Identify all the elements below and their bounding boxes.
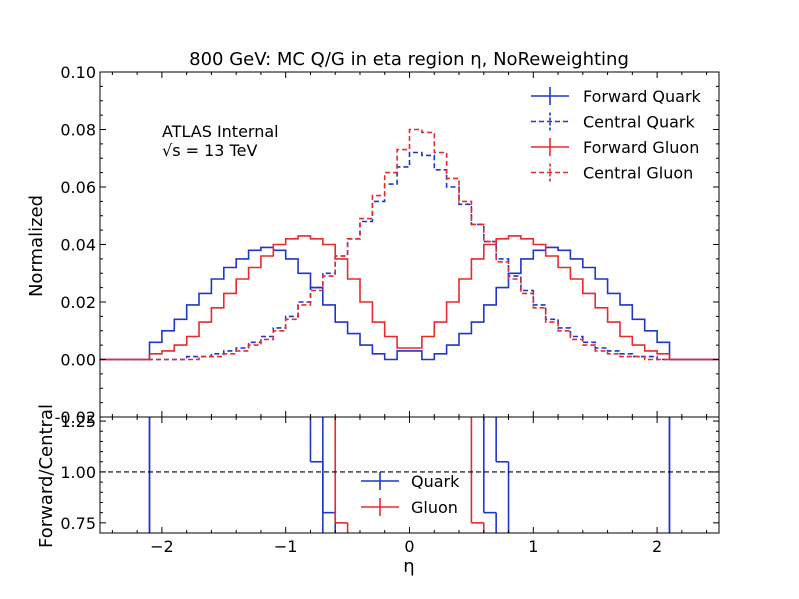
top-legend: Forward Quark Central Quark Forward Gluon C… (531, 87, 702, 183)
bottom-legend: Quark Gluon (361, 472, 460, 517)
series-forward-quark-line (100, 246, 719, 361)
atlas-label: ATLAS Internal (162, 122, 279, 141)
bottom-legend-label: Quark (411, 472, 460, 491)
bottom-legend-label: Gluon (411, 498, 458, 517)
x-tick-label: 0 (404, 537, 414, 556)
energy-label: √s = 13 TeV (162, 141, 257, 160)
top-y-tick-label: 0.08 (60, 121, 96, 140)
x-axis-label: η (403, 556, 414, 577)
bottom-y-tick-label: 1.25 (60, 412, 96, 431)
x-tick-label: −1 (274, 537, 298, 556)
series-forward-gluon-line (100, 235, 719, 361)
x-tick-label: −2 (150, 537, 174, 556)
legend-label: Central Gluon (583, 164, 693, 183)
series-central-gluon-line (100, 128, 719, 361)
x-tick-label: 1 (528, 537, 538, 556)
series-central-quark-line (100, 151, 719, 361)
bottom-y-tick-label: 0.75 (60, 514, 96, 533)
bottom-y-axis-label: Forward/Central (36, 404, 57, 548)
top-y-tick-label: 0.02 (60, 293, 96, 312)
top-y-axis-label: Normalized (26, 195, 47, 297)
top-y-tick-label: 0.00 (60, 351, 96, 370)
top-y-tick-label: 0.06 (60, 178, 96, 197)
chart-title: 800 GeV: MC Q/G in eta region η, NoRewei… (189, 49, 629, 70)
bottom-panel-frame (99, 416, 720, 534)
top-panel: -0.02 0.00 0.02 0.04 0.06 0.08 0.10 ATLAS Inte… (26, 63, 720, 427)
legend-label: Central Quark (583, 113, 695, 132)
top-y-tick-label: 0.10 (60, 63, 96, 82)
bottom-y-tick-label: 1.00 (60, 463, 96, 482)
x-tick-label: 2 (652, 537, 662, 556)
bottom-panel: 0.75 1.00 1.25 −2 −1 0 1 2 Forward/Central η Qu… (36, 404, 720, 577)
top-y-tick-label: -0.02 (55, 408, 96, 427)
legend-label: Forward Quark (583, 87, 702, 106)
legend-label: Forward Gluon (583, 138, 699, 157)
top-y-tick-label: 0.04 (60, 236, 96, 255)
